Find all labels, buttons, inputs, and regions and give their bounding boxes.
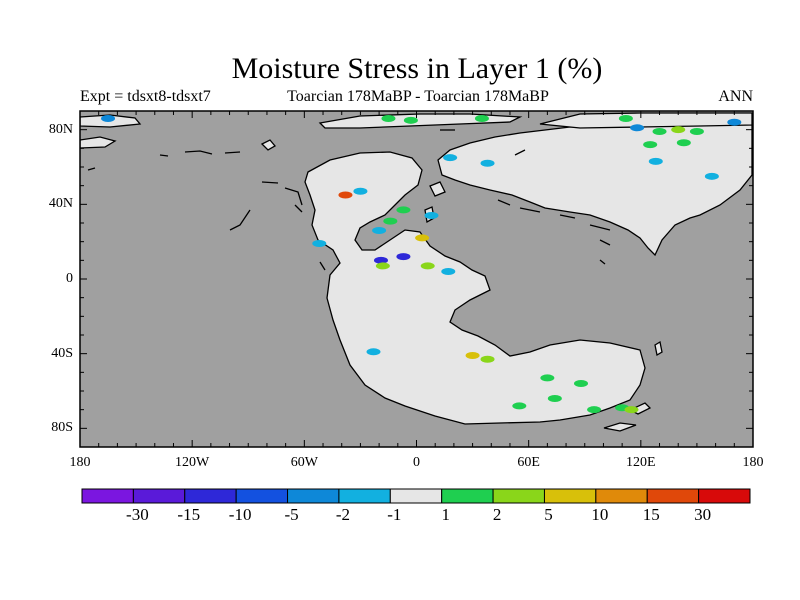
- colorbar-label-0: -30: [126, 505, 149, 524]
- lon-label-0: 180: [69, 455, 91, 470]
- season-label: ANN: [718, 88, 753, 105]
- northern-landmass: [437, 123, 753, 257]
- colorbar-swatch-0: [81, 488, 134, 504]
- pacific-island-3: [260, 139, 276, 151]
- colorbar-label-1: -15: [177, 505, 201, 524]
- anomaly-patch-15: [480, 355, 495, 363]
- anomaly-patch-11: [441, 268, 456, 276]
- anomaly-patch-9: [375, 262, 390, 270]
- anomaly-patch-31: [643, 141, 658, 149]
- anomaly-patch-38: [101, 114, 116, 122]
- lon-label-4: 60E: [517, 455, 540, 470]
- anomaly-patch-27: [630, 124, 645, 132]
- anomaly-patch-30: [689, 128, 704, 136]
- lon-label-3: 0: [413, 455, 420, 470]
- map-area: [80, 111, 753, 447]
- anomaly-patch-1: [338, 191, 353, 199]
- anomaly-patch-10: [420, 262, 435, 270]
- coastline-fragments: [87, 129, 611, 271]
- anomaly-patch-6: [415, 234, 430, 242]
- siberia-landmass: [539, 112, 753, 129]
- arctic-landmass: [318, 113, 523, 129]
- lon-label-5: 120E: [626, 455, 656, 470]
- colorbar-swatch-6: [389, 488, 443, 504]
- anomaly-patch-34: [443, 154, 458, 162]
- anomaly-patch-32: [676, 139, 691, 147]
- anomaly-patch-28: [652, 128, 667, 136]
- anomaly-patch-16: [540, 374, 555, 382]
- colorbar-label-2: -10: [228, 505, 252, 524]
- colorbar-swatch-10: [595, 488, 648, 504]
- anomaly-patch-13: [366, 348, 381, 356]
- colorbar: [81, 488, 751, 504]
- colorbar-label-8: 5: [544, 505, 553, 524]
- colorbar-label-6: 1: [441, 505, 450, 524]
- pangaea-landmass: [304, 151, 646, 425]
- colorbar-swatch-11: [646, 488, 700, 504]
- colorbar-swatch-5: [338, 488, 391, 504]
- anomaly-patch-33: [727, 118, 742, 126]
- anomaly-patch-26: [618, 114, 633, 122]
- anomaly-patch-0: [353, 187, 368, 195]
- island-3: [603, 422, 637, 432]
- colorbar-swatch-2: [184, 488, 237, 504]
- anomaly-patch-23: [381, 114, 396, 122]
- anomaly-patch-14: [465, 352, 480, 360]
- experiment-label: Expt = tdsxt8-tdsxt7: [80, 88, 211, 105]
- lat-label-2: 0: [66, 271, 73, 286]
- lon-label-1: 120W: [175, 455, 210, 470]
- colorbar-label-5: -1: [387, 505, 402, 524]
- colorbar-swatch-7: [441, 488, 494, 504]
- colorbar-label-3: -5: [284, 505, 299, 524]
- island-5: [654, 340, 663, 357]
- anomaly-patches: [101, 114, 742, 414]
- lon-label-6: 180: [742, 455, 764, 470]
- anomaly-patch-7: [373, 256, 388, 264]
- lat-label-0: 80N: [48, 121, 73, 137]
- anomaly-patch-20: [587, 406, 602, 414]
- anomaly-patch-25: [474, 114, 489, 122]
- colorbar-swatch-1: [132, 488, 186, 504]
- anomaly-patch-8: [396, 253, 411, 261]
- colorbar-label-11: 30: [694, 505, 712, 524]
- minor-ticks: [79, 110, 754, 448]
- anomaly-patch-24: [403, 116, 418, 124]
- anomaly-patch-4: [372, 226, 387, 234]
- anomaly-patch-29: [671, 126, 686, 134]
- anomaly-patch-2: [396, 206, 411, 214]
- anomaly-patch-17: [574, 380, 589, 388]
- colorbar-swatch-8: [492, 488, 545, 504]
- plot-title: Moisture Stress in Layer 1 (%): [231, 52, 603, 85]
- anomaly-patch-3: [424, 212, 439, 220]
- anomaly-patch-37: [704, 172, 719, 180]
- colorbar-swatch-3: [235, 488, 289, 504]
- landmasses: [80, 112, 753, 432]
- colorbar-label-7: 2: [492, 505, 502, 524]
- anomaly-patch-19: [512, 402, 527, 410]
- lon-label-2: 60W: [290, 455, 318, 470]
- anomaly-patch-35: [480, 159, 495, 167]
- anomaly-patch-36: [648, 157, 663, 165]
- colorbar-label-9: 10: [591, 505, 609, 524]
- period-label: Toarcian 178MaBP - Toarcian 178MaBP: [287, 88, 549, 105]
- pacific-island-2: [80, 136, 117, 149]
- anomaly-patch-12: [312, 240, 327, 248]
- anomaly-patch-22: [624, 406, 639, 414]
- colorbar-swatch-4: [287, 488, 340, 504]
- lat-label-1: 40N: [48, 196, 73, 212]
- colorbar-label-4: -2: [335, 505, 350, 524]
- lat-label-3: 40S: [51, 345, 73, 361]
- island-2: [429, 181, 446, 197]
- anomaly-patch-18: [547, 394, 562, 402]
- anomaly-patch-5: [383, 217, 398, 225]
- colorbar-label-10: 15: [642, 505, 660, 524]
- colorbar-swatch-12: [698, 488, 751, 504]
- colorbar-swatch-9: [543, 488, 597, 504]
- lat-label-4: 80S: [51, 420, 73, 436]
